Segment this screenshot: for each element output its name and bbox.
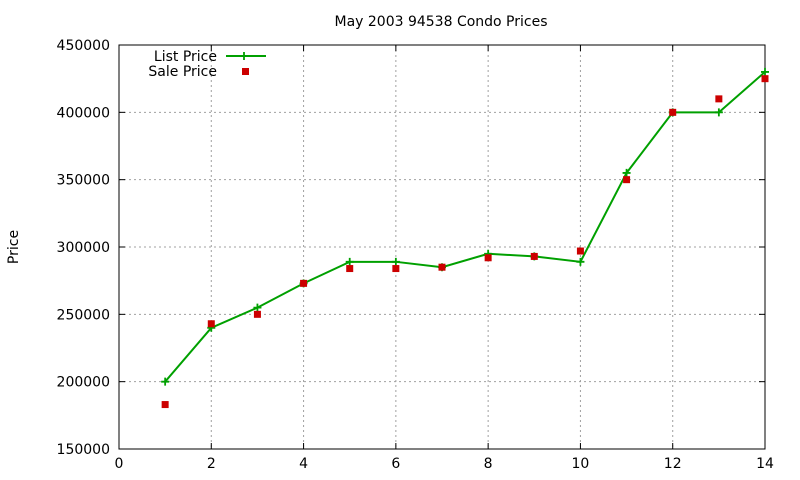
data-point-square: [438, 263, 446, 271]
data-point-square: [669, 108, 677, 116]
legend-label-list-price: List Price: [154, 49, 217, 65]
series-list-price: [161, 67, 769, 386]
data-point-plus: [576, 257, 585, 266]
x-tick-label: 6: [391, 456, 400, 472]
axis-ticks: 0 2 4 6 8 10 12 14 150000 200000 250000 300000 35000…: [57, 38, 774, 472]
y-tick-label: 450000: [57, 38, 110, 54]
data-point-square: [484, 254, 492, 262]
y-tick-label: 150000: [57, 442, 110, 458]
legend: List Price Sale Price: [148, 49, 266, 80]
chart-title: May 2003 94538 Condo Prices: [334, 14, 547, 30]
data-point-plus: [391, 257, 400, 266]
x-tick-label: 8: [484, 456, 493, 472]
y-tick-label: 300000: [57, 240, 110, 256]
data-point-plus: [622, 168, 631, 177]
data-point-plus: [253, 303, 262, 312]
x-tick-label: 0: [115, 456, 124, 472]
data-point-square: [207, 320, 215, 328]
data-point-plus: [714, 108, 723, 117]
data-point-plus: [161, 377, 170, 386]
y-tick-label: 200000: [57, 375, 110, 391]
y-tick-label: 350000: [57, 173, 110, 189]
legend-marker-sale-price: [242, 68, 249, 75]
series-sale-price: [161, 75, 769, 409]
x-tick-label: 2: [207, 456, 216, 472]
data-point-square: [300, 279, 308, 287]
x-tick-label: 12: [664, 456, 682, 472]
data-point-square: [392, 265, 400, 273]
y-tick-label: 400000: [57, 105, 110, 121]
y-axis-label: Price: [6, 230, 22, 264]
data-point-square: [346, 265, 354, 273]
data-point-square: [715, 95, 723, 103]
data-point-plus: [761, 67, 769, 76]
x-tick-label: 4: [299, 456, 308, 472]
data-point-square: [161, 401, 169, 409]
x-tick-label: 14: [756, 456, 774, 472]
series-line: [164, 71, 766, 383]
data-point-plus: [345, 257, 354, 266]
x-tick-label: 10: [572, 456, 590, 472]
grid-lines: [119, 45, 765, 449]
data-point-square: [253, 310, 261, 318]
data-point-square: [530, 252, 538, 260]
data-point-square: [761, 75, 769, 83]
data-point-square: [623, 176, 631, 184]
data-point-square: [576, 247, 584, 255]
y-tick-label: 250000: [57, 307, 110, 323]
legend-marker-list-price: [240, 52, 248, 60]
data-series: [161, 67, 769, 409]
legend-label-sale-price: Sale Price: [148, 64, 217, 80]
